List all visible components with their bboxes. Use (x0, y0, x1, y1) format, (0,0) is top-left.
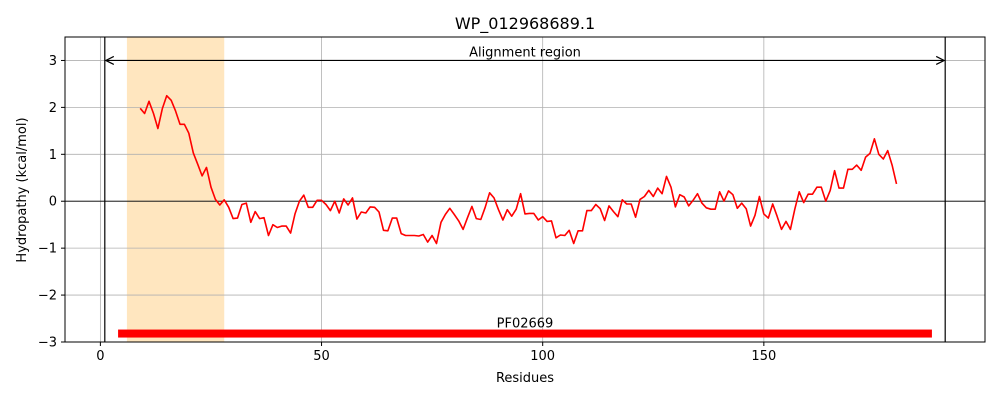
y-tick-label: 1 (49, 148, 57, 163)
x-tick-label: 50 (313, 349, 330, 364)
x-axis-label: Residues (496, 371, 554, 386)
y-tick-label: −1 (38, 242, 57, 257)
y-tick-label: −2 (38, 289, 57, 304)
arrow-head-left (104, 55, 115, 65)
x-tick-label: 150 (751, 349, 776, 364)
hydropathy-line (139, 94, 898, 245)
y-tick-label: 3 (49, 54, 57, 69)
x-tick-label: 0 (96, 349, 104, 364)
y-tick-label: 0 (49, 195, 57, 210)
x-tick-label: 100 (530, 349, 555, 364)
domain-label: PF02669 (497, 317, 554, 332)
axes-frame (64, 36, 986, 343)
domain-bar (118, 329, 932, 338)
y-tick-label: −3 (38, 336, 57, 351)
alignment-region-label: Alignment region (469, 45, 581, 60)
plot-area: Alignment region PF02669 0 50 100 150 3 2 1 0 −1 −2… (38, 36, 986, 364)
y-axis-label: Hydropathy (kcal/mol) (15, 117, 30, 262)
y-tick-label: 2 (49, 101, 57, 116)
chart-title: WP_012968689.1 (455, 14, 595, 34)
arrow-head-right (935, 55, 946, 65)
highlight-region (126, 37, 225, 342)
